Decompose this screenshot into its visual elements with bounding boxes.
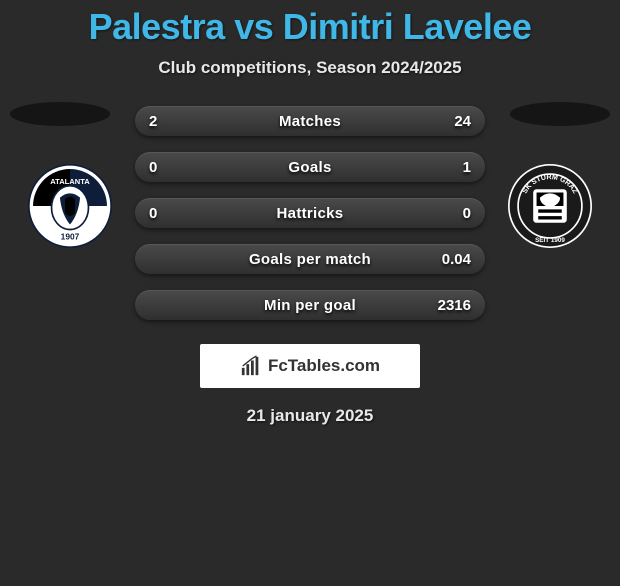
stat-right-value: 0.04 [442, 251, 471, 268]
stat-left-value: 0 [149, 159, 157, 176]
stat-right-value: 0 [463, 205, 471, 222]
stat-bar: 2 Matches 24 [135, 106, 485, 136]
stat-left-value: 0 [149, 205, 157, 222]
stat-bar: Goals per match 0.04 [135, 244, 485, 274]
stat-right-value: 24 [454, 113, 471, 130]
shadow-ellipse-right [510, 102, 610, 126]
shadow-ellipse-left [10, 102, 110, 126]
subtitle: Club competitions, Season 2024/2025 [0, 58, 620, 78]
stat-label: Goals per match [249, 251, 371, 268]
stat-label: Hattricks [277, 205, 344, 222]
stat-right-value: 1 [463, 159, 471, 176]
brand-label: FcTables.com [268, 356, 380, 376]
date-label: 21 january 2025 [0, 406, 620, 426]
club-logo-right: SK STURM GRAZ SEIT 1909 [508, 164, 592, 248]
stat-label: Matches [279, 113, 341, 130]
svg-text:ATALANTA: ATALANTA [50, 177, 90, 186]
brand-box: FcTables.com [200, 344, 420, 388]
page-title: Palestra vs Dimitri Lavelee [0, 6, 620, 48]
svg-text:1907: 1907 [61, 232, 80, 242]
stat-label: Goals [288, 159, 331, 176]
stat-bars: 2 Matches 24 0 Goals 1 0 Hattricks 0 Goa… [135, 106, 485, 320]
stat-bar: 0 Hattricks 0 [135, 198, 485, 228]
club-logo-left: ATALANTA 1907 [28, 164, 112, 248]
atalanta-logo-icon: ATALANTA 1907 [28, 164, 112, 248]
comparison-panel: ATALANTA 1907 SK STURM GRAZ SEIT 1909 2 … [0, 106, 620, 426]
stat-right-value: 2316 [438, 297, 471, 314]
stat-bar: 0 Goals 1 [135, 152, 485, 182]
stat-bar: Min per goal 2316 [135, 290, 485, 320]
svg-text:SEIT 1909: SEIT 1909 [535, 237, 565, 244]
chart-icon [240, 355, 262, 377]
stat-label: Min per goal [264, 297, 356, 314]
stat-left-value: 2 [149, 113, 157, 130]
sturm-graz-logo-icon: SK STURM GRAZ SEIT 1909 [508, 164, 592, 248]
